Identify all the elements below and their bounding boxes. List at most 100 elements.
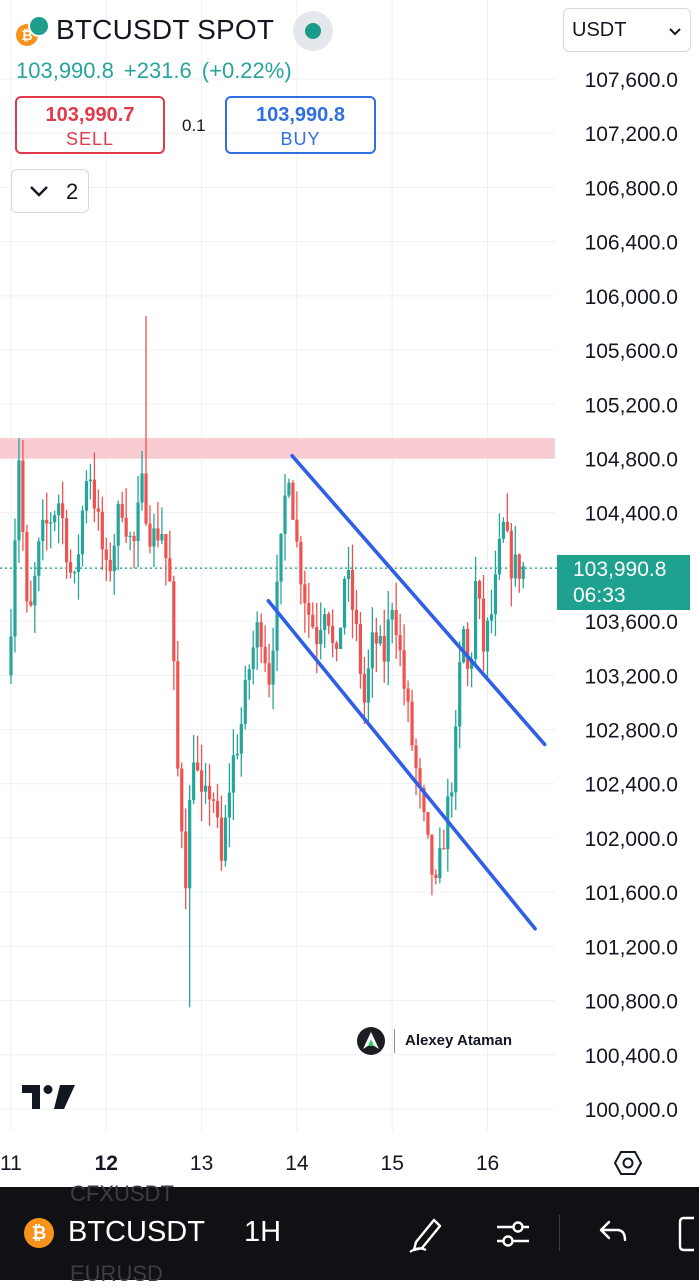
toolbar-separator (559, 1215, 560, 1251)
sell-label: SELL (65, 129, 115, 149)
buy-price: 103,990.8 (256, 104, 345, 126)
candle-body (140, 473, 144, 503)
candle-body (358, 624, 363, 674)
chart-header: ₿ BTCUSDT SPOT 103,990.8 +231.6 (+0.22%) 1… (0, 0, 699, 230)
candle-body (350, 570, 355, 610)
candle-body (207, 785, 212, 800)
candle-body (76, 554, 81, 573)
sell-button[interactable]: 103,990.7 SELL (15, 96, 165, 154)
candle-body (362, 673, 367, 703)
chart-settings-icon[interactable] (613, 1148, 643, 1178)
candle-body (509, 530, 513, 579)
candle-body (263, 646, 267, 664)
indicators-count: 2 (66, 179, 79, 204)
bitcoin-icon: ₿ (24, 1218, 54, 1248)
candle-body (410, 701, 414, 746)
x-tick-label: 13 (190, 1152, 213, 1175)
candle-body (442, 848, 446, 850)
candle-body (418, 768, 422, 789)
y-tick-label: 105,200.0 (585, 394, 678, 417)
candle-body (215, 800, 220, 818)
candle-body (259, 622, 263, 647)
candle-body (156, 528, 160, 541)
candle-body (473, 581, 478, 659)
candle-body (112, 545, 116, 572)
candle-body (521, 566, 525, 579)
indicators-sliders-icon[interactable] (493, 1214, 533, 1254)
candle-body (45, 519, 49, 524)
candle-body (338, 627, 343, 649)
candle-body (406, 688, 410, 702)
symbol-title[interactable]: BTCUSDT SPOT (56, 14, 275, 45)
candle-body (271, 650, 275, 685)
candle-body (493, 574, 498, 615)
candle-body (247, 669, 251, 680)
y-tick-label: 106,800.0 (585, 177, 678, 200)
x-tick-label: 15 (381, 1152, 404, 1175)
candle-body (33, 575, 37, 606)
draw-pen-icon[interactable] (406, 1214, 446, 1254)
candle-body (251, 647, 255, 670)
candle-body (422, 788, 426, 813)
y-tick-label: 101,200.0 (585, 936, 678, 959)
candle-body (430, 834, 434, 875)
interval-selector[interactable]: 1H (244, 1216, 282, 1248)
market-status-button[interactable] (293, 11, 333, 51)
currency-select[interactable]: USDT (563, 8, 691, 52)
candle-body (21, 460, 25, 532)
candle-body (466, 628, 470, 669)
x-tick-label: 16 (476, 1152, 499, 1175)
y-tick-label: 104,800.0 (585, 448, 678, 471)
candle-body (53, 515, 57, 523)
watermark-separator (394, 1029, 395, 1053)
candle-body (203, 785, 208, 792)
candle-body (505, 521, 509, 531)
candle-body (386, 619, 390, 662)
trend-channel-line[interactable] (266, 598, 537, 931)
candle-body (100, 511, 104, 550)
y-tick-label: 101,600.0 (585, 882, 678, 905)
buy-button[interactable]: 103,990.8 BUY (225, 96, 376, 154)
candle-body (513, 554, 517, 579)
candle-body (136, 502, 140, 542)
indicators-collapse-button[interactable]: 2 (11, 169, 89, 213)
candle-body (231, 755, 235, 793)
market-open-icon (305, 23, 321, 39)
trend-channel-line[interactable] (290, 453, 547, 747)
candle-body (192, 762, 196, 801)
candle-body (164, 534, 168, 559)
candle-body (9, 636, 13, 676)
candle-body (267, 663, 271, 685)
price-change-pct: (+0.22%) (201, 58, 292, 83)
price-tag-value: 103,990.8 (573, 558, 667, 581)
candle-body (485, 620, 490, 652)
candle-body (307, 603, 311, 615)
candle-body (354, 609, 359, 625)
undo-icon[interactable] (593, 1214, 633, 1254)
candle-body (458, 662, 462, 727)
symbol-selector[interactable]: BTCUSDT (68, 1216, 205, 1248)
y-tick-label: 103,600.0 (585, 611, 678, 634)
candle-body (223, 817, 228, 861)
candle-body (17, 460, 21, 541)
candle-body (57, 503, 61, 516)
candle-body (84, 481, 89, 511)
candle-body (477, 581, 482, 599)
candle-body (37, 541, 41, 576)
candle-body (497, 538, 502, 575)
candle-body (303, 584, 307, 604)
candle-body (426, 812, 430, 835)
candle-body (279, 533, 283, 582)
candle-body (116, 503, 120, 546)
candle-body (180, 768, 184, 832)
y-tick-label: 102,800.0 (585, 720, 678, 743)
candle-body (219, 817, 224, 861)
fullscreen-icon[interactable] (676, 1214, 699, 1254)
candle-body (49, 522, 53, 524)
candle-body (414, 745, 418, 769)
current-price-tag: 103,990.8 06:33 (557, 555, 690, 610)
candle-body (501, 521, 505, 539)
candle-body (29, 601, 33, 606)
candle-body (176, 661, 180, 769)
candle-body (128, 535, 132, 538)
